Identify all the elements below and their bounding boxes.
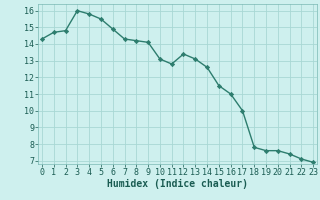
X-axis label: Humidex (Indice chaleur): Humidex (Indice chaleur)	[107, 179, 248, 189]
